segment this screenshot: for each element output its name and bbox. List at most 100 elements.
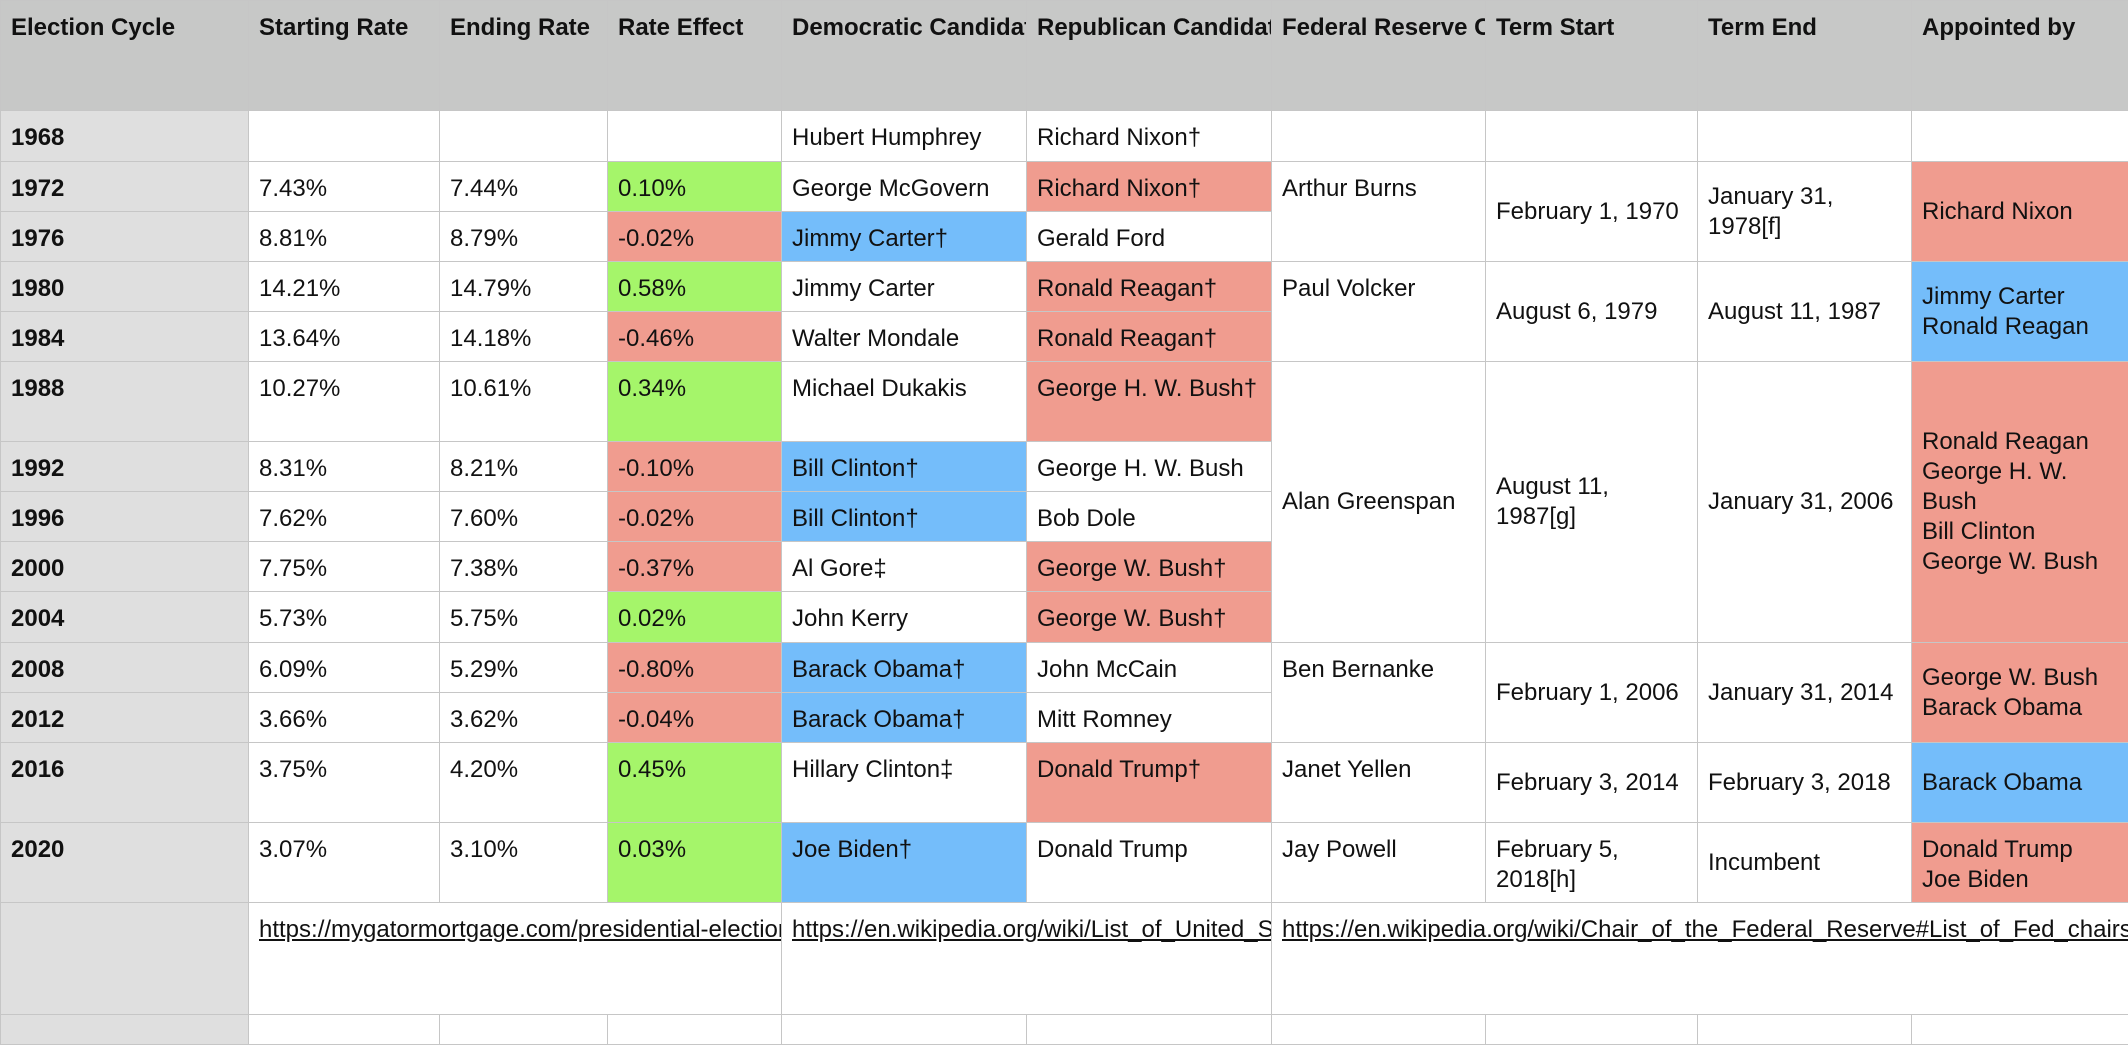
term-end-cell[interactable]: August 11, 1987 bbox=[1698, 262, 1912, 362]
democratic-candidate-cell[interactable]: Barack Obama† bbox=[782, 693, 1027, 743]
starting-rate-cell[interactable]: 7.43% bbox=[249, 162, 440, 212]
republican-candidate-cell[interactable]: Gerald Ford bbox=[1027, 212, 1272, 262]
democratic-candidate-cell[interactable]: John Kerry bbox=[782, 592, 1027, 643]
rates-source-cell[interactable]: https://mygatormortgage.com/presidential… bbox=[249, 903, 782, 1015]
term-start-cell[interactable] bbox=[1486, 111, 1698, 162]
rate-effect-cell[interactable]: -0.02% bbox=[608, 492, 782, 542]
starting-rate-cell[interactable]: 6.09% bbox=[249, 643, 440, 693]
republican-candidate-cell[interactable]: George H. W. Bush† bbox=[1027, 362, 1272, 442]
empty-cell[interactable] bbox=[249, 1015, 440, 1045]
term-end-cell[interactable]: January 31, 2006 bbox=[1698, 362, 1912, 643]
year-cell[interactable]: 1996 bbox=[1, 492, 249, 542]
starting-rate-cell[interactable]: 8.31% bbox=[249, 442, 440, 492]
header-cell-republican-candidate[interactable]: Republican Candidate bbox=[1027, 1, 1272, 111]
starting-rate-cell[interactable]: 3.75% bbox=[249, 743, 440, 823]
fed-chairman-cell[interactable]: Jay Powell bbox=[1272, 823, 1486, 903]
democratic-candidate-cell[interactable]: Michael Dukakis bbox=[782, 362, 1027, 442]
rate-effect-cell[interactable]: -0.04% bbox=[608, 693, 782, 743]
rate-effect-cell[interactable]: 0.45% bbox=[608, 743, 782, 823]
democratic-candidate-cell[interactable]: Bill Clinton† bbox=[782, 442, 1027, 492]
year-cell[interactable]: 1968 bbox=[1, 111, 249, 162]
rate-effect-cell[interactable] bbox=[608, 111, 782, 162]
ending-rate-cell[interactable]: 7.44% bbox=[440, 162, 608, 212]
term-start-cell[interactable]: August 6, 1979 bbox=[1486, 262, 1698, 362]
appointed-by-cell[interactable] bbox=[1912, 111, 2128, 162]
appointed-by-cell[interactable]: Donald Trump Joe Biden bbox=[1912, 823, 2128, 903]
starting-rate-cell[interactable]: 14.21% bbox=[249, 262, 440, 312]
empty-cell[interactable] bbox=[1912, 1015, 2128, 1045]
term-start-cell[interactable]: February 3, 2014 bbox=[1486, 743, 1698, 823]
fed-chairman-cell[interactable]: Janet Yellen bbox=[1272, 743, 1486, 823]
term-start-cell[interactable]: August 11, 1987[g] bbox=[1486, 362, 1698, 643]
appointed-by-cell[interactable]: Barack Obama bbox=[1912, 743, 2128, 823]
rates-source-link[interactable]: https://mygatormortgage.com/presidential… bbox=[259, 916, 782, 943]
empty-cell[interactable] bbox=[440, 1015, 608, 1045]
democratic-candidate-cell[interactable]: Walter Mondale bbox=[782, 312, 1027, 362]
year-cell[interactable]: 2016 bbox=[1, 743, 249, 823]
header-cell-starting-rate[interactable]: Starting Rate bbox=[249, 1, 440, 111]
candidates-source-cell[interactable]: https://en.wikipedia.org/wiki/List_of_Un… bbox=[782, 903, 1272, 1015]
year-cell[interactable]: 2008 bbox=[1, 643, 249, 693]
democratic-candidate-cell[interactable]: Bill Clinton† bbox=[782, 492, 1027, 542]
term-end-cell[interactable]: February 3, 2018 bbox=[1698, 743, 1912, 823]
ending-rate-cell[interactable]: 14.18% bbox=[440, 312, 608, 362]
term-end-cell[interactable] bbox=[1698, 111, 1912, 162]
rate-effect-cell[interactable]: -0.80% bbox=[608, 643, 782, 693]
fed-chairman-cell[interactable]: Arthur Burns bbox=[1272, 162, 1486, 262]
republican-candidate-cell[interactable]: Donald Trump bbox=[1027, 823, 1272, 903]
starting-rate-cell[interactable]: 10.27% bbox=[249, 362, 440, 442]
ending-rate-cell[interactable]: 8.79% bbox=[440, 212, 608, 262]
header-cell-fed-chairman[interactable]: Federal Reserve Chairman bbox=[1272, 1, 1486, 111]
header-cell-term-end[interactable]: Term End bbox=[1698, 1, 1912, 111]
empty-cell[interactable] bbox=[1698, 1015, 1912, 1045]
ending-rate-cell[interactable]: 3.10% bbox=[440, 823, 608, 903]
ending-rate-cell[interactable]: 7.60% bbox=[440, 492, 608, 542]
republican-candidate-cell[interactable]: George H. W. Bush bbox=[1027, 442, 1272, 492]
year-cell[interactable]: 1984 bbox=[1, 312, 249, 362]
year-cell[interactable]: 2004 bbox=[1, 592, 249, 643]
rate-effect-cell[interactable]: 0.10% bbox=[608, 162, 782, 212]
fed-source-cell[interactable]: https://en.wikipedia.org/wiki/Chair_of_t… bbox=[1272, 903, 2128, 1015]
header-cell-ending-rate[interactable]: Ending Rate bbox=[440, 1, 608, 111]
empty-cell[interactable] bbox=[1486, 1015, 1698, 1045]
republican-candidate-cell[interactable]: Ronald Reagan† bbox=[1027, 262, 1272, 312]
fed-chairman-cell[interactable]: Paul Volcker bbox=[1272, 262, 1486, 362]
rate-effect-cell[interactable]: 0.58% bbox=[608, 262, 782, 312]
rate-effect-cell[interactable]: 0.02% bbox=[608, 592, 782, 643]
ending-rate-cell[interactable]: 10.61% bbox=[440, 362, 608, 442]
starting-rate-cell[interactable]: 7.62% bbox=[249, 492, 440, 542]
empty-cell[interactable] bbox=[1, 1015, 249, 1045]
term-start-cell[interactable]: February 1, 1970 bbox=[1486, 162, 1698, 262]
starting-rate-cell[interactable] bbox=[249, 111, 440, 162]
starting-rate-cell[interactable]: 8.81% bbox=[249, 212, 440, 262]
appointed-by-cell[interactable]: Richard Nixon bbox=[1912, 162, 2128, 262]
republican-candidate-cell[interactable]: George W. Bush† bbox=[1027, 592, 1272, 643]
ending-rate-cell[interactable]: 5.75% bbox=[440, 592, 608, 643]
rate-effect-cell[interactable]: 0.03% bbox=[608, 823, 782, 903]
header-cell-appointed-by[interactable]: Appointed by bbox=[1912, 1, 2128, 111]
year-cell[interactable]: 1992 bbox=[1, 442, 249, 492]
democratic-candidate-cell[interactable]: Joe Biden† bbox=[782, 823, 1027, 903]
republican-candidate-cell[interactable]: Richard Nixon† bbox=[1027, 111, 1272, 162]
appointed-by-cell[interactable]: Ronald Reagan George H. W. Bush Bill Cli… bbox=[1912, 362, 2128, 643]
ending-rate-cell[interactable]: 4.20% bbox=[440, 743, 608, 823]
democratic-candidate-cell[interactable]: Jimmy Carter bbox=[782, 262, 1027, 312]
ending-rate-cell[interactable]: 5.29% bbox=[440, 643, 608, 693]
year-cell[interactable]: 2000 bbox=[1, 542, 249, 592]
ending-rate-cell[interactable]: 8.21% bbox=[440, 442, 608, 492]
header-cell-election-cycle[interactable]: Election Cycle bbox=[1, 1, 249, 111]
year-cell[interactable]: 1972 bbox=[1, 162, 249, 212]
democratic-candidate-cell[interactable]: Hillary Clinton‡ bbox=[782, 743, 1027, 823]
term-start-cell[interactable]: February 1, 2006 bbox=[1486, 643, 1698, 743]
ending-rate-cell[interactable]: 7.38% bbox=[440, 542, 608, 592]
starting-rate-cell[interactable]: 3.66% bbox=[249, 693, 440, 743]
starting-rate-cell[interactable]: 13.64% bbox=[249, 312, 440, 362]
year-cell[interactable]: 2012 bbox=[1, 693, 249, 743]
fed-chairman-cell[interactable]: Ben Bernanke bbox=[1272, 643, 1486, 743]
ending-rate-cell[interactable]: 3.62% bbox=[440, 693, 608, 743]
republican-candidate-cell[interactable]: Ronald Reagan† bbox=[1027, 312, 1272, 362]
rate-effect-cell[interactable]: -0.46% bbox=[608, 312, 782, 362]
rate-effect-cell[interactable]: 0.34% bbox=[608, 362, 782, 442]
fed-chairman-cell[interactable]: Alan Greenspan bbox=[1272, 362, 1486, 643]
republican-candidate-cell[interactable]: John McCain bbox=[1027, 643, 1272, 693]
